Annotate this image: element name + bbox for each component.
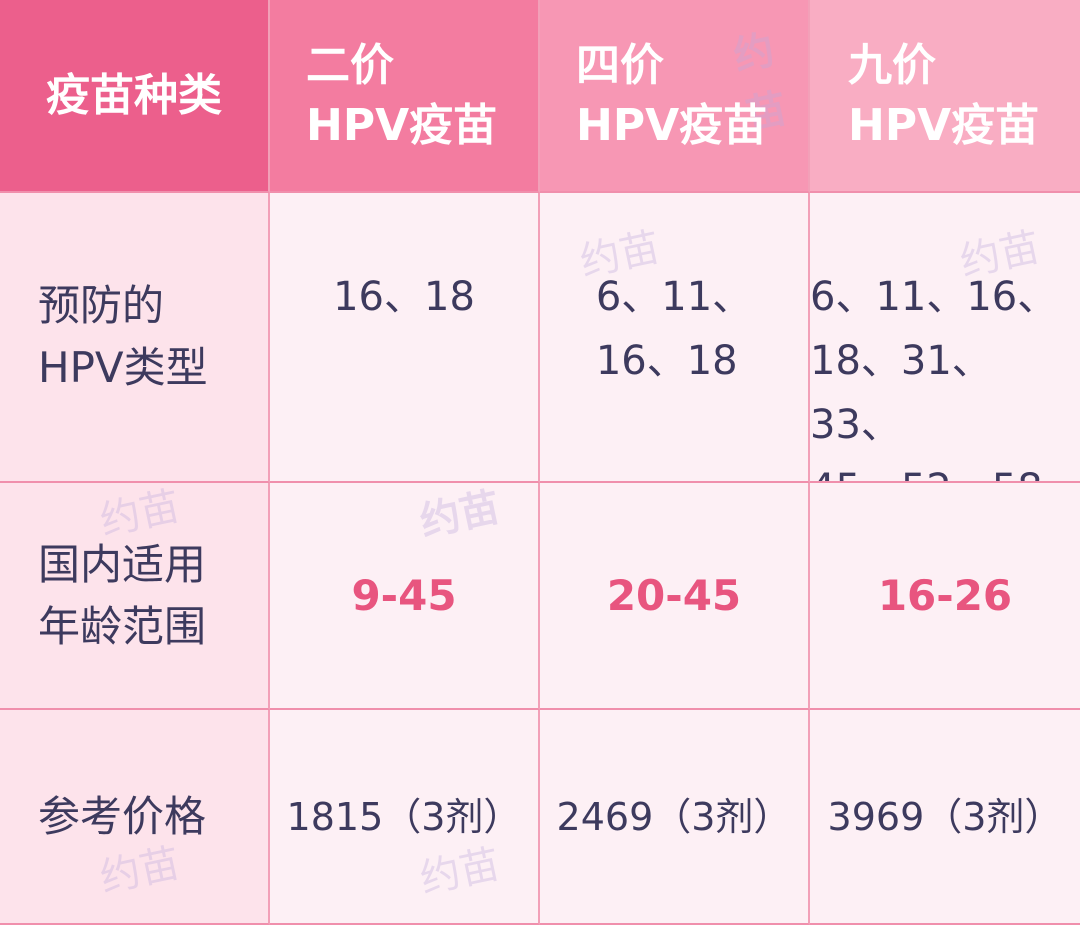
row-label-hpv-types: 预防的 HPV类型 (0, 193, 270, 483)
cell-text: 3969（3剂） (827, 794, 1063, 839)
cell-text: 20-45 (606, 570, 742, 620)
cell-bivalent-types: 16、18 (270, 193, 540, 483)
header-vaccine-type: 疫苗种类 (0, 0, 270, 193)
cell-quadrivalent-age: 20-45 (540, 483, 810, 710)
cell-text: 2469（3剂） (556, 794, 792, 839)
cell-quadrivalent-types: 约苗 6、11、 16、18 (540, 193, 810, 483)
cell-nonavalent-price: 3969（3剂） (810, 710, 1080, 925)
header-text: 四价 HPV疫苗 (576, 39, 768, 151)
header-text: 九价 HPV疫苗 (848, 39, 1040, 151)
cell-text: 6、11、16、 18、31、33、 45、52、58 (810, 274, 1058, 481)
header-nonavalent: 九价 HPV疫苗 (810, 0, 1080, 193)
cell-quadrivalent-price: 2469（3剂） (540, 710, 810, 925)
header-bivalent: 二价 HPV疫苗 (270, 0, 540, 193)
header-text: 二价 HPV疫苗 (306, 39, 498, 151)
cell-text: 16、18 (333, 274, 475, 320)
row-label: 国内适用 年龄范围 (38, 539, 207, 651)
row-label: 预防的 HPV类型 (38, 281, 208, 392)
row-label: 参考价格 (38, 791, 207, 841)
cell-nonavalent-types: 约苗6、11、16、 18、31、33、 45、52、58 (810, 193, 1080, 483)
header-quadrivalent: 约苗 四价 HPV疫苗 (540, 0, 810, 193)
cell-text: 16-26 (877, 570, 1013, 620)
cell-text: 1815（3剂） (286, 794, 522, 839)
cell-bivalent-price: 约苗 1815（3剂） (270, 710, 540, 925)
row-label-age-range: 约苗 国内适用 年龄范围 (0, 483, 270, 710)
row-label-price: 约苗 参考价格 (0, 710, 270, 925)
cell-text: 9-45 (351, 570, 457, 620)
cell-nonavalent-age: 16-26 (810, 483, 1080, 710)
cell-bivalent-age: 约苗 9-45 (270, 483, 540, 710)
cell-text: 6、11、 16、18 (595, 274, 753, 384)
watermark: 约苗 (416, 484, 504, 546)
header-text: 疫苗种类 (46, 69, 222, 121)
